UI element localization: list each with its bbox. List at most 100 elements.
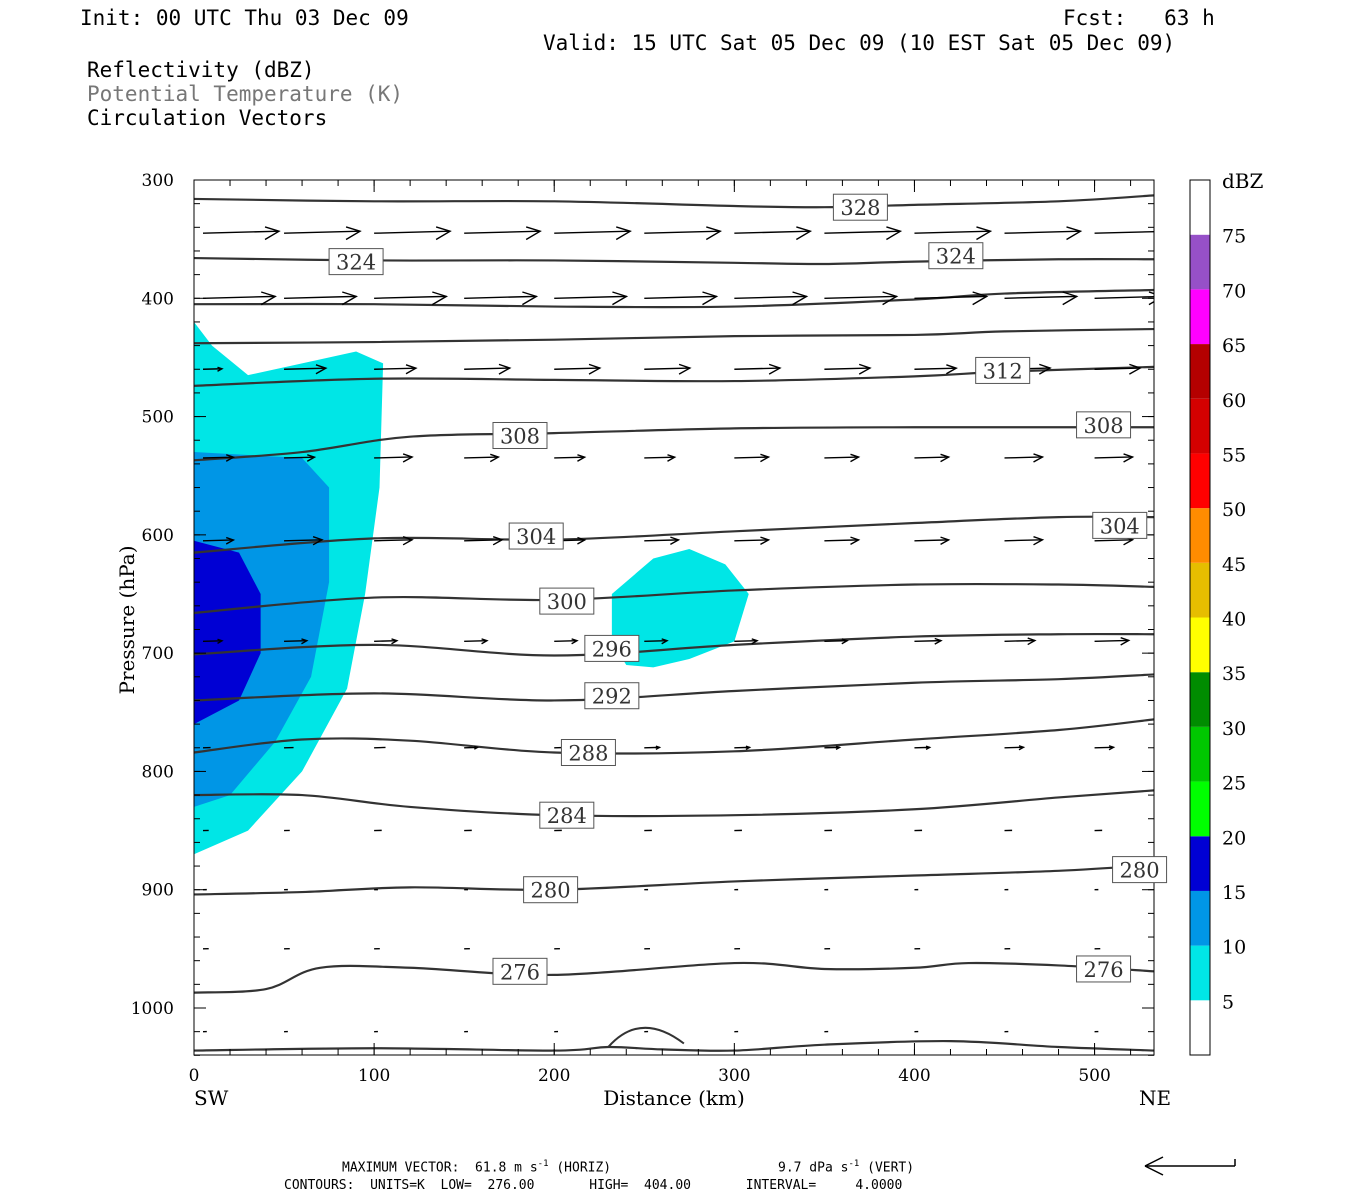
vector-shaft (1004, 295, 1077, 299)
circulation-vector (374, 291, 449, 306)
x-tick-label: 500 (1078, 1066, 1110, 1086)
colorbar-swatch (1190, 726, 1210, 782)
vector-shaft (914, 295, 987, 299)
contour-label-box (584, 634, 640, 662)
vector-head (225, 454, 236, 462)
y-tick-label: 1000 (131, 999, 174, 1019)
vector-head (751, 638, 759, 645)
vector-shaft (824, 230, 901, 234)
contour-label-box (523, 876, 579, 904)
contour-label-box (492, 957, 548, 985)
circulation-vector (914, 536, 951, 546)
vector-head (1120, 637, 1131, 646)
contour-label-308: 308 (492, 421, 548, 449)
vector-shaft (464, 539, 503, 542)
circulation-vector (824, 745, 842, 751)
vector-head (402, 453, 414, 463)
vector-shaft (1094, 746, 1114, 749)
contour-label-296: 296 (584, 634, 640, 662)
vector-shaft (284, 456, 315, 459)
x-tick-label: 200 (538, 1066, 570, 1086)
vector-head (577, 536, 587, 545)
contour-label-text: 328 (840, 196, 880, 220)
circulation-vector (464, 363, 512, 375)
x-endpoint-ne: NE (1139, 1086, 1171, 1110)
colorbar-swatch (1190, 398, 1210, 454)
vector-shaft (1004, 539, 1043, 542)
contour-label-box (1076, 955, 1132, 983)
colorbar-swatch (1190, 234, 1210, 290)
circulation-vector (644, 291, 719, 306)
vector-head (882, 291, 899, 306)
theta-contour-272 (194, 1039, 1154, 1052)
colorbar-label: 20 (1222, 827, 1246, 849)
contour-label-324: 324 (928, 242, 984, 270)
vector-shaft (824, 367, 871, 370)
vector-shaft (464, 295, 537, 299)
circulation-vector (734, 363, 782, 375)
circulation-vector (284, 454, 317, 462)
circulation-vector (824, 638, 849, 645)
vector-head (1129, 363, 1142, 375)
vector-head (588, 363, 602, 375)
colorbar-label: 60 (1222, 390, 1246, 412)
max-vector-horiz: MAXIMUM VECTOR: 61.8 m s-1 (HORIZ) (342, 1159, 612, 1176)
vector-shaft (284, 367, 326, 370)
contour-label-284: 284 (539, 801, 595, 829)
vector-shaft (644, 230, 721, 234)
field-circulation-vectors: Circulation Vectors (87, 106, 328, 130)
contour-label-text: 308 (1084, 414, 1124, 438)
vector-shaft (464, 230, 541, 234)
colorbar: 5 10 15 20 25 30 35 40 45 50 55 60 65 70 75 (1189, 179, 1246, 1056)
circulation-vector (202, 226, 281, 241)
contour-label-288: 288 (560, 739, 616, 767)
init-time: Init: 00 UTC Thu 03 Dec 09 (80, 6, 409, 30)
contour-label-box (1112, 856, 1168, 884)
x-axis-label: Distance (km) (603, 1086, 745, 1110)
vector-head (1062, 291, 1079, 306)
colorbar-label: 35 (1222, 663, 1246, 685)
circulation-vector (464, 638, 489, 645)
vector-shaft (1004, 746, 1024, 749)
circulation-vector (284, 364, 328, 375)
circulation-vector (734, 536, 771, 546)
contour-label-text: 324 (336, 251, 376, 275)
reference-vector-arrow (1144, 1156, 1236, 1176)
theta-contour-320 (194, 288, 1154, 309)
y-tick-label: 800 (142, 762, 174, 782)
vector-shaft (824, 456, 859, 459)
circulation-vector (284, 638, 309, 645)
vector-shaft (284, 230, 361, 234)
contour-label-text: 312 (983, 359, 1023, 383)
contour-label-box (1076, 411, 1132, 439)
vector-shaft (734, 295, 807, 299)
contour-label-text: 280 (1120, 859, 1160, 883)
colorbar-swatch (1190, 836, 1210, 891)
contour-label-304: 304 (508, 522, 564, 550)
circulation-vector (1004, 453, 1045, 463)
vector-head (217, 366, 224, 372)
vector-shaft (644, 640, 668, 643)
vector-head (1033, 536, 1045, 546)
vector-shaft (284, 640, 307, 643)
contour-label-324: 324 (328, 248, 384, 276)
colorbar-swatch (1190, 672, 1210, 727)
circulation-vector (464, 291, 539, 306)
vector-head (1157, 227, 1171, 240)
vector-shaft (1094, 367, 1141, 370)
circulation-vector (824, 226, 903, 241)
vector-shaft (914, 367, 957, 370)
vector-shaft (374, 295, 447, 299)
colorbar-label: 75 (1222, 226, 1246, 248)
vector-shaft (644, 539, 679, 542)
vector-head (925, 745, 932, 751)
circulation-vector (202, 291, 277, 306)
contour-info: CONTOURS: UNITS=K LOW= 276.00 HIGH= 404.… (284, 1178, 903, 1193)
contour-label-box (539, 801, 595, 829)
circulation-vector (374, 453, 414, 463)
theta-contour-280 (194, 863, 1154, 896)
x-tick-label: 400 (898, 1066, 930, 1086)
vector-head (1066, 226, 1083, 241)
vector-shaft (464, 367, 510, 370)
contour-label-300: 300 (539, 587, 595, 615)
